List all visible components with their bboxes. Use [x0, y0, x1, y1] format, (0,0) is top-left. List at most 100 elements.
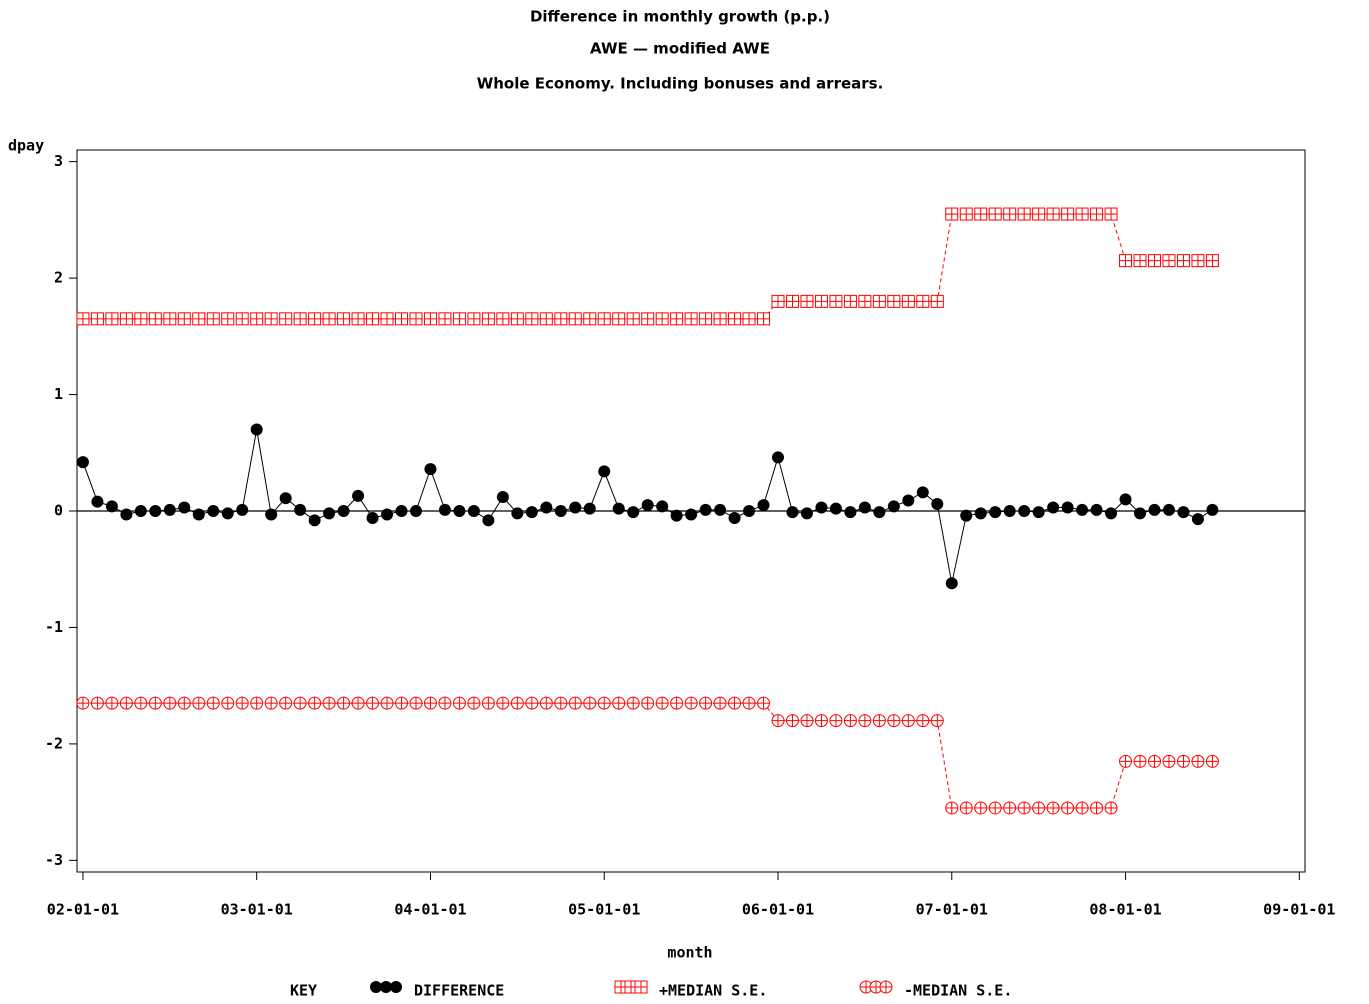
data-point: [757, 696, 771, 710]
data-point: [279, 696, 293, 710]
marker-dot: [370, 981, 382, 993]
data-point: [105, 312, 119, 326]
legend-item: +MEDIAN S.E.: [614, 980, 767, 1000]
data-point: [1075, 207, 1089, 221]
data-point: [105, 696, 119, 710]
y-tick-label: 2: [54, 269, 63, 287]
marker-dot: [207, 505, 220, 517]
data-point: [887, 714, 901, 728]
data-point: [844, 506, 857, 519]
marker-dot: [337, 505, 350, 517]
data-point: [91, 495, 104, 508]
data-point: [206, 696, 220, 710]
data-point: [612, 312, 626, 326]
data-point: [337, 312, 351, 326]
data-point: [1205, 754, 1219, 768]
data-point: [539, 312, 553, 326]
data-point: [655, 312, 669, 326]
data-point: [293, 312, 307, 326]
data-point: [569, 501, 582, 514]
x-axis-label: month: [667, 944, 712, 962]
data-point: [598, 465, 611, 478]
marker-dot: [424, 463, 437, 476]
data-point: [467, 312, 481, 326]
data-point: [1176, 754, 1190, 768]
data-point: [235, 696, 249, 710]
data-point: [293, 696, 307, 710]
data-point: [482, 514, 495, 527]
data-point: [1003, 505, 1016, 517]
marker-dot: [1047, 501, 1060, 514]
data-point: [699, 696, 713, 710]
data-point: [134, 505, 147, 517]
y-tick-label: -3: [45, 851, 63, 869]
data-point: [1119, 754, 1133, 768]
data-point: [308, 312, 322, 326]
data-point: [931, 498, 944, 511]
data-point: [786, 506, 799, 519]
legend-label: -MEDIAN S.E.: [904, 982, 1012, 1000]
marker-dot: [685, 508, 698, 521]
data-point: [221, 507, 234, 520]
legend-item: -MEDIAN S.E.: [859, 980, 1012, 1000]
data-point: [1104, 801, 1118, 815]
marker-dot: [1191, 513, 1204, 526]
data-point: [265, 508, 278, 521]
marker-dot: [945, 577, 958, 590]
marker-dot: [76, 456, 89, 469]
data-point: [221, 312, 235, 326]
data-point: [1032, 506, 1045, 519]
data-point: [163, 696, 177, 710]
marker-dot: [931, 498, 944, 511]
data-point: [178, 501, 191, 514]
data-point: [264, 312, 278, 326]
data-point: [916, 714, 930, 728]
data-point: [901, 294, 915, 308]
data-point: [192, 508, 205, 521]
y-tick-label: 0: [54, 502, 63, 520]
marker-dot: [134, 505, 147, 517]
data-point: [800, 294, 814, 308]
data-point: [699, 312, 713, 326]
marker-dot: [308, 514, 321, 527]
marker-dot: [873, 506, 886, 519]
data-point: [438, 503, 451, 516]
marker-dot: [192, 508, 205, 521]
data-point: [467, 505, 480, 517]
marker-dot: [815, 501, 828, 514]
data-point: [959, 801, 973, 815]
marker-dot: [916, 486, 929, 499]
data-point: [409, 505, 422, 517]
marker-dot: [569, 501, 582, 514]
data-point: [322, 312, 336, 326]
data-point: [902, 494, 915, 507]
marker-dot: [294, 503, 307, 516]
marker-dot: [467, 505, 480, 517]
marker-dot: [120, 508, 133, 521]
marker-dot: [105, 500, 118, 513]
marker-dot: [786, 506, 799, 519]
data-point: [236, 503, 249, 516]
data-point: [771, 714, 785, 728]
data-point: [1147, 254, 1161, 268]
marker-dot: [1090, 503, 1103, 516]
data-point: [583, 696, 597, 710]
data-point: [192, 312, 206, 326]
marker-dot: [757, 499, 770, 512]
data-point: [974, 801, 988, 815]
marker-dot: [989, 506, 1002, 519]
data-point: [423, 312, 437, 326]
data-point: [1148, 503, 1161, 516]
marker-dot: [858, 501, 871, 514]
data-point: [974, 507, 987, 520]
data-point: [814, 294, 828, 308]
data-point: [757, 312, 771, 326]
data-point: [699, 503, 712, 516]
data-point: [163, 312, 177, 326]
data-point: [960, 509, 973, 522]
data-point: [670, 312, 684, 326]
data-point: [988, 207, 1002, 221]
data-point: [916, 486, 929, 499]
data-point: [76, 456, 89, 469]
